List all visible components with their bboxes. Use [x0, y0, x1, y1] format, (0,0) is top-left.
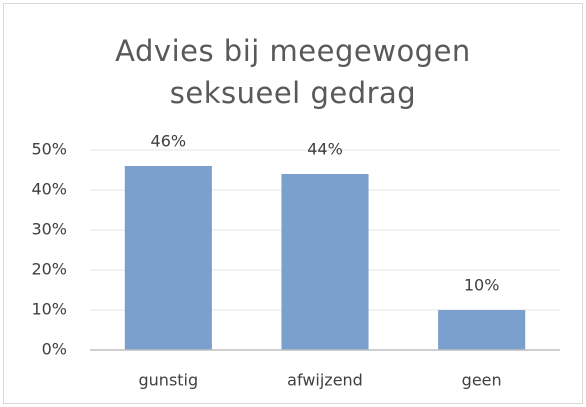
y-tick-label: 30% — [31, 220, 67, 239]
y-tick-label: 0% — [42, 340, 67, 359]
bar — [281, 174, 369, 350]
chart-title: Advies bij meegewogen seksueel gedrag — [115, 34, 471, 110]
x-tick-label: geen — [462, 371, 502, 390]
y-tick-label: 10% — [31, 300, 67, 319]
data-label: 10% — [464, 276, 500, 295]
data-label: 46% — [151, 132, 187, 151]
y-tick-label: 40% — [31, 180, 67, 199]
bar — [438, 310, 526, 350]
y-tick-label: 50% — [31, 140, 67, 159]
x-tick-label: gunstig — [139, 371, 199, 390]
y-tick-label: 20% — [31, 260, 67, 279]
data-label: 44% — [307, 140, 343, 159]
bar — [124, 166, 212, 350]
x-tick-label: afwijzend — [287, 371, 363, 390]
